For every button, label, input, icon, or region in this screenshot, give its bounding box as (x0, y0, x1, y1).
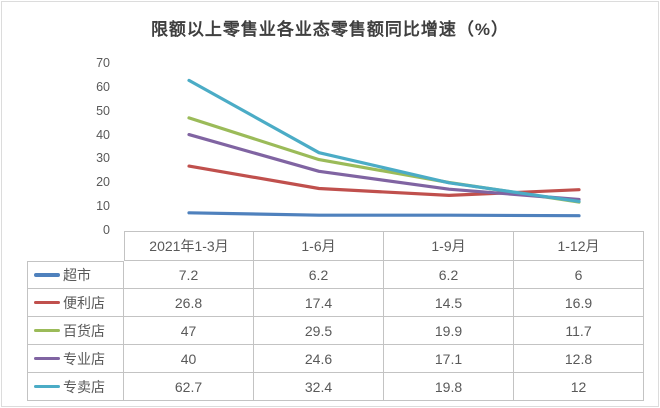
table-row-legend: 便利店 (27, 289, 124, 317)
table-column-header: 1-6月 (254, 231, 384, 261)
y-tick-label: 30 (96, 151, 110, 166)
legend-swatch-icon (34, 328, 60, 333)
series-name: 便利店 (63, 294, 105, 311)
table-row-legend: 专卖店 (27, 373, 124, 401)
series-name: 专业店 (63, 350, 105, 367)
table-corner-cell (27, 231, 124, 261)
series-name: 百货店 (63, 322, 105, 339)
table-value-cell: 17.4 (254, 289, 384, 317)
y-tick-label: 10 (96, 199, 110, 214)
table-value-cell: 12.8 (514, 345, 644, 373)
table-value-cell: 32.4 (254, 373, 384, 401)
table-value-cell: 17.1 (384, 345, 514, 373)
series-name: 超市 (63, 267, 91, 283)
table-value-cell: 6.2 (384, 261, 514, 289)
line-series-4 (187, 132, 581, 202)
table-value-cell: 16.9 (514, 289, 644, 317)
y-tick-label: 70 (96, 56, 110, 70)
table-value-cell: 19.9 (384, 317, 514, 345)
table-value-cell: 40 (124, 345, 254, 373)
table-column-header: 1-12月 (514, 231, 644, 261)
table-column-header: 2021年1-3月 (124, 231, 254, 261)
table-value-cell: 7.2 (124, 261, 254, 289)
table-value-cell: 29.5 (254, 317, 384, 345)
table-value-cell: 26.8 (124, 289, 254, 317)
table-column-header: 1-9月 (384, 231, 514, 261)
table-value-cell: 62.7 (124, 373, 254, 401)
y-tick-label: 20 (96, 175, 110, 190)
y-tick-label: 40 (96, 127, 110, 142)
table-value-cell: 11.7 (514, 317, 644, 345)
y-tick-label: 50 (96, 103, 110, 118)
y-tick-label: 0 (103, 223, 110, 237)
legend-swatch-icon (34, 384, 60, 389)
line-series-5 (187, 78, 581, 203)
legend-swatch-icon (34, 273, 60, 277)
table-value-cell: 47 (124, 317, 254, 345)
table-row-legend: 百货店 (27, 317, 124, 345)
table-value-cell: 24.6 (254, 345, 384, 373)
table-value-cell: 6.2 (254, 261, 384, 289)
table-value-cell: 14.5 (384, 289, 514, 317)
table-row-legend: 专业店 (27, 345, 124, 373)
legend-swatch-icon (34, 300, 60, 305)
legend-swatch-icon (34, 356, 60, 361)
line-series-1 (187, 211, 581, 218)
data-table: 2021年1-3月 1-6月 1-9月 1-12月 超市 7.2 6.2 6.2 6 便利店 26.… (27, 231, 644, 401)
chart-title: 限额以上零售业各业态零售额同比增速（%） (150, 20, 510, 39)
plot-area (187, 78, 581, 218)
table-value-cell: 19.8 (384, 373, 514, 401)
series-name: 专卖店 (63, 378, 105, 395)
table-value-cell: 12 (514, 373, 644, 401)
line-series-3 (187, 116, 581, 204)
table-row-legend: 超市 (27, 261, 124, 289)
table-value-cell: 6 (514, 261, 644, 289)
y-tick-label: 60 (96, 79, 110, 94)
